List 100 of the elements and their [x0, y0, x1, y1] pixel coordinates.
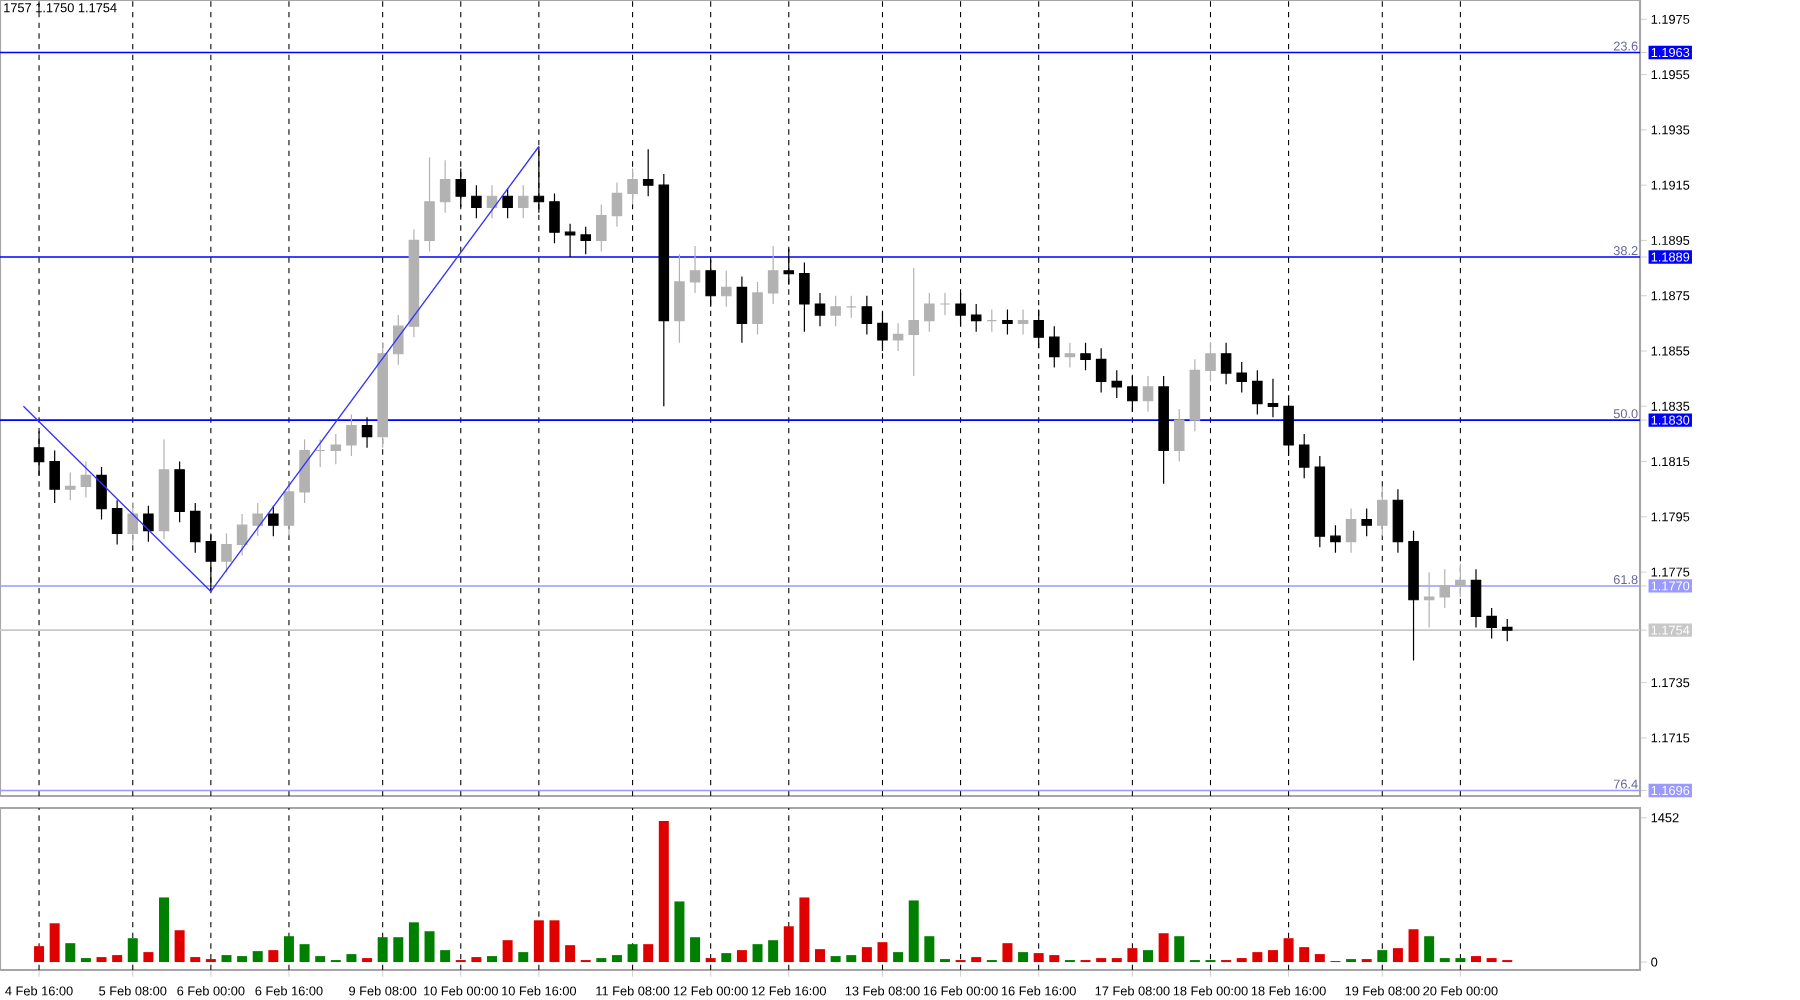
bar: [877, 942, 888, 963]
candlestick: [1142, 375, 1154, 413]
bar: [799, 897, 810, 963]
candlestick: [564, 223, 576, 258]
candlestick: [299, 438, 310, 504]
candlestick: [158, 438, 170, 540]
bar: [1033, 953, 1044, 963]
candlestick: [49, 449, 60, 504]
bar: [346, 954, 357, 963]
candlestick: [1501, 618, 1513, 642]
bar: [393, 937, 404, 963]
bar: [1471, 956, 1482, 963]
bar: [408, 922, 419, 963]
candlestick: [1002, 308, 1013, 336]
candlestick: [65, 472, 76, 501]
candlestick: [642, 148, 654, 197]
bar: [861, 947, 872, 963]
candlestick: [1252, 369, 1263, 416]
candlestick: [1173, 408, 1185, 463]
candlestick: [924, 292, 935, 333]
candlestick: [174, 460, 185, 523]
candlestick: [502, 187, 513, 219]
candlestick: [845, 295, 857, 319]
candlestick: [252, 502, 263, 537]
bar: [1018, 952, 1029, 963]
bar: [1174, 936, 1185, 963]
candlestick: [1377, 485, 1388, 537]
candlestick: [689, 245, 701, 294]
bar: [190, 957, 201, 963]
bar: [971, 957, 982, 963]
candlestick: [314, 438, 326, 468]
bar: [112, 955, 123, 963]
candlestick: [1095, 347, 1107, 394]
bar: [34, 946, 45, 963]
candlestick: [283, 480, 295, 537]
bar: [658, 820, 669, 963]
candlestick: [1345, 507, 1357, 554]
candlestick: [1205, 342, 1216, 383]
bar: [299, 944, 310, 963]
candlestick: [1080, 342, 1091, 371]
candlestick: [861, 295, 873, 336]
candlestick: [377, 342, 388, 449]
bar: [830, 956, 841, 963]
candlestick: [892, 322, 904, 352]
bar: [1049, 955, 1060, 963]
candlestick: [986, 308, 998, 333]
bar: [815, 949, 826, 963]
candlestick: [1470, 568, 1482, 628]
bar: [736, 950, 747, 963]
bar: [1392, 948, 1403, 963]
candlestick: [970, 303, 982, 333]
candlestick: [189, 502, 201, 554]
candlestick: [361, 416, 373, 449]
bar: [283, 936, 294, 963]
bar: [674, 901, 685, 963]
candlestick: [471, 184, 482, 219]
candlestick: [1314, 455, 1326, 548]
bar: [487, 956, 497, 963]
bar: [721, 953, 732, 963]
bar: [533, 920, 544, 963]
candlestick: [127, 502, 139, 546]
candlestick: [143, 505, 154, 543]
bar: [1283, 938, 1294, 963]
candlestick: [1236, 361, 1248, 394]
bar: [611, 955, 622, 963]
candlestick: [393, 314, 404, 366]
candlestick: [596, 203, 607, 253]
candlestick: [580, 226, 591, 255]
candlestick: [736, 275, 748, 344]
candlestick: [1049, 325, 1060, 369]
bar: [1377, 950, 1388, 963]
candlestick: [752, 281, 763, 336]
candlestick: [674, 253, 685, 344]
candlestick: [611, 181, 623, 228]
bar: [96, 957, 107, 963]
candlestick: [1158, 375, 1169, 485]
bar: [1127, 948, 1138, 963]
candlestick: [221, 532, 232, 573]
bar: [252, 951, 263, 963]
candlestick: [658, 173, 670, 407]
candlestick: [721, 270, 732, 308]
bar: [143, 952, 154, 963]
bar: [315, 956, 326, 963]
candlestick: [346, 413, 357, 457]
bar: [752, 944, 763, 963]
candlestick: [1408, 530, 1419, 662]
bar: [1158, 933, 1169, 963]
candlestick: [236, 513, 248, 557]
bar: [221, 955, 232, 963]
candlestick: [486, 184, 498, 219]
bar: [627, 944, 638, 963]
candlestick: [439, 159, 451, 214]
bar: [127, 938, 138, 963]
candlestick: [814, 292, 826, 327]
candlestick: [96, 466, 107, 521]
candlestick: [330, 433, 342, 465]
candlestick: [1220, 342, 1232, 385]
bar: [565, 945, 576, 963]
bar: [690, 937, 701, 963]
candlestick: [424, 156, 435, 253]
